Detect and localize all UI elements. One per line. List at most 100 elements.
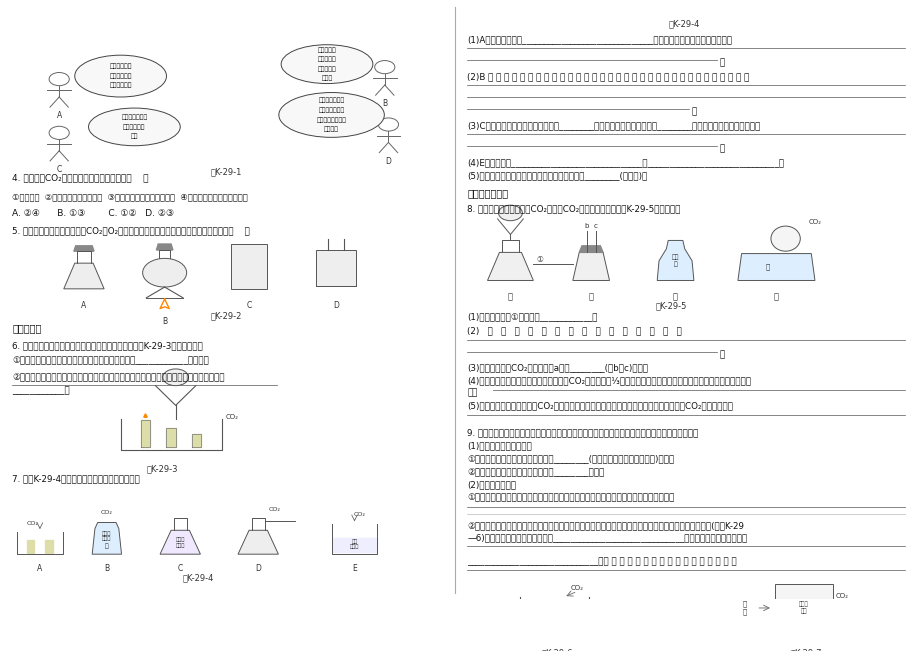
Text: 伸进汽水中，: 伸进汽水中， bbox=[109, 74, 131, 79]
Text: (5)以上实验，只能体现二氧化碳的物理性质的是________(填序号)。: (5)以上实验，只能体现二氧化碳的物理性质的是________(填序号)。 bbox=[467, 171, 647, 180]
Text: 矿泉水: 矿泉水 bbox=[102, 531, 111, 536]
Text: ②向漏斗中倒瓶二氧化碳，燃着的蜡烛自下而上熄灭，由此说明二氧化碳具有的物理性质是: ②向漏斗中倒瓶二氧化碳，燃着的蜡烛自下而上熄灭，由此说明二氧化碳具有的物理性质是 bbox=[12, 372, 225, 381]
Text: (3)用装置乙收集CO₂时，导管口a应与________(填b或c)相连。: (3)用装置乙收集CO₂时，导管口a应与________(填b或c)相连。 bbox=[467, 363, 648, 372]
Text: 。: 。 bbox=[719, 59, 724, 68]
Text: 清石灰水，观察是: 清石灰水，观察是 bbox=[316, 117, 346, 122]
Ellipse shape bbox=[88, 108, 180, 146]
FancyBboxPatch shape bbox=[774, 584, 833, 633]
Text: ②从微观上看，氧气和二氧化碳都由________构成。: ②从微观上看，氧气和二氧化碳都由________构成。 bbox=[467, 467, 604, 477]
Text: ①可以助燃  ②能使澄清石灰水变浑浊  ③可溶于水，但不能与水反应  ④可供绿色植物进行光合作用: ①可以助燃 ②能使澄清石灰水变浑浊 ③可溶于水，但不能与水反应 ④可供绿色植物进… bbox=[12, 193, 248, 202]
Polygon shape bbox=[192, 434, 201, 447]
Text: 图K-29-1: 图K-29-1 bbox=[210, 167, 242, 176]
Text: 甲: 甲 bbox=[507, 292, 513, 301]
Text: 8. 某同学在实验室里制取CO₂和验证CO₂的某些性质，根据图K-29-5回答问题。: 8. 某同学在实验室里制取CO₂和验证CO₂的某些性质，根据图K-29-5回答问… bbox=[467, 204, 680, 214]
Polygon shape bbox=[63, 263, 104, 289]
Text: 乙: 乙 bbox=[588, 292, 593, 301]
Text: CO₂: CO₂ bbox=[226, 414, 239, 420]
Text: ①从宏观上看，氧气和二氧化碳都由________(填元素、原子或分子，下同)组成。: ①从宏观上看，氧气和二氧化碳都由________(填元素、原子或分子，下同)组成… bbox=[467, 454, 674, 464]
Text: C: C bbox=[246, 301, 252, 310]
Polygon shape bbox=[332, 538, 376, 553]
Polygon shape bbox=[238, 531, 278, 554]
Text: 。: 。 bbox=[691, 108, 697, 117]
Text: 图K-29-7: 图K-29-7 bbox=[790, 648, 822, 651]
Text: 6. 小明同学在探究二氧化碳气体的性质时，进行了如图K-29-3所示的实验。: 6. 小明同学在探究二氧化碳气体的性质时，进行了如图K-29-3所示的实验。 bbox=[12, 341, 203, 350]
Ellipse shape bbox=[281, 45, 372, 83]
Ellipse shape bbox=[770, 226, 800, 251]
Text: E: E bbox=[352, 564, 357, 574]
Text: 包裹: 包裹 bbox=[800, 608, 806, 614]
Text: 水: 水 bbox=[765, 264, 768, 270]
Text: 紫色石
蕊试液: 紫色石 蕊试液 bbox=[176, 537, 185, 547]
Text: 图K-29-3: 图K-29-3 bbox=[146, 465, 177, 473]
Text: ①: ① bbox=[536, 255, 542, 264]
Text: (2)B 中 往 装 满 二 氧 化 碳 的 矿 泉 水 瓶 中 倒 入 少 量 水 振 荡 后 ， 矿 泉 水 瓶 变 瘪 的 原 因 是: (2)B 中 往 装 满 二 氧 化 碳 的 矿 泉 水 瓶 中 倒 入 少 量… bbox=[467, 72, 749, 81]
Text: CO₂: CO₂ bbox=[353, 512, 365, 516]
Polygon shape bbox=[568, 624, 577, 634]
Text: 摇晃汽水瓶将喷: 摇晃汽水瓶将喷 bbox=[318, 98, 345, 104]
Polygon shape bbox=[737, 254, 814, 281]
Text: ____________，: ____________， bbox=[12, 385, 70, 395]
Text: 闻有无刺激: 闻有无刺激 bbox=[317, 66, 336, 72]
Text: 用于在瓶口: 用于在瓶口 bbox=[317, 47, 336, 53]
Text: 观察瓶子是否: 观察瓶子是否 bbox=[123, 124, 145, 130]
Text: CO₂: CO₂ bbox=[268, 507, 280, 512]
Text: (4)用图丙所示的质地较软的塑料瓶收集满CO₂，再倒入约⅓体积的紫色石蕊试液，立即旋紧瓶盖，振荡，观察到的现: (4)用图丙所示的质地较软的塑料瓶收集满CO₂，再倒入约⅓体积的紫色石蕊试液，立… bbox=[467, 377, 751, 385]
Text: 轻轻煽动，: 轻轻煽动， bbox=[317, 57, 336, 62]
Text: C: C bbox=[177, 564, 183, 574]
Text: 塑料瓶: 塑料瓶 bbox=[102, 536, 111, 540]
Text: D: D bbox=[385, 157, 391, 166]
Text: (5)往图丁的烧杯内缓缓通入CO₂，用超薄材料做成的充空气的气球会慢慢浮起，由此得出CO₂具有的性质是: (5)往图丁的烧杯内缓缓通入CO₂，用超薄材料做成的充空气的气球会慢慢浮起，由此… bbox=[467, 402, 732, 411]
Text: ______________________________，要 使 棉 芯 下 半 段 恢 复 燃 烧 ， 操 作 方 法 是: ______________________________，要 使 棉 芯 下… bbox=[467, 557, 736, 566]
Text: (2)   装   置   甲   中   添   加   的   固   体   试   剂   的   名   称   是: (2) 装 置 甲 中 添 加 的 固 体 试 剂 的 名 称 是 bbox=[467, 327, 682, 335]
Ellipse shape bbox=[74, 55, 166, 97]
Circle shape bbox=[163, 369, 188, 385]
Text: B: B bbox=[162, 317, 167, 326]
Text: (1)A中看到的现象有______________________________，由此说明二氧化碳具有的性质是: (1)A中看到的现象有_____________________________… bbox=[467, 35, 732, 44]
Text: D: D bbox=[333, 301, 339, 310]
Text: 4. 下列关于CO₂性质的信息，组合正确的是（    ）: 4. 下列关于CO₂性质的信息，组合正确的是（ ） bbox=[12, 173, 149, 182]
Text: B: B bbox=[104, 564, 109, 574]
Text: (1)写出图中仪器①的名称：____________。: (1)写出图中仪器①的名称：____________。 bbox=[467, 312, 597, 321]
Text: 变瘪: 变瘪 bbox=[130, 133, 138, 139]
Text: A: A bbox=[56, 111, 62, 120]
Text: 。: 。 bbox=[719, 145, 724, 154]
Polygon shape bbox=[160, 531, 200, 554]
Text: 观察是否熄灭: 观察是否熄灭 bbox=[109, 83, 131, 89]
Text: CO₂: CO₂ bbox=[571, 585, 584, 591]
Text: B: B bbox=[381, 100, 387, 109]
Polygon shape bbox=[45, 540, 52, 553]
Circle shape bbox=[142, 258, 187, 287]
Circle shape bbox=[498, 205, 522, 221]
Text: 图K-29-4: 图K-29-4 bbox=[668, 20, 699, 28]
Polygon shape bbox=[27, 540, 34, 553]
Text: 图K-29-5: 图K-29-5 bbox=[654, 301, 686, 311]
Polygon shape bbox=[74, 246, 94, 251]
Polygon shape bbox=[550, 618, 559, 634]
Text: 出的气体通入澄: 出的气体通入澄 bbox=[318, 107, 345, 113]
Text: (2)认识物质的性质: (2)认识物质的性质 bbox=[467, 480, 516, 490]
Text: D: D bbox=[255, 564, 261, 574]
Text: A: A bbox=[81, 301, 86, 310]
Text: 图K-29-4: 图K-29-4 bbox=[183, 574, 214, 582]
Text: 。: 。 bbox=[719, 350, 724, 359]
FancyBboxPatch shape bbox=[231, 244, 267, 289]
Ellipse shape bbox=[278, 92, 384, 137]
Text: 棉
芯: 棉 芯 bbox=[742, 601, 745, 615]
Text: (4)E中的现象是______________________________，______________________________。: (4)E中的现象是______________________________，… bbox=[467, 158, 784, 167]
Text: 5. 甲、乙两同学在实验室制取CO₂和O₂时，无论选择什么药品，她们都能选用的装置是（    ）: 5. 甲、乙两同学在实验室制取CO₂和O₂时，无论选择什么药品，她们都能选用的装… bbox=[12, 227, 250, 236]
Text: 性气味: 性气味 bbox=[321, 76, 333, 81]
Text: 水: 水 bbox=[105, 544, 108, 549]
FancyBboxPatch shape bbox=[315, 250, 356, 286]
Text: CO₂: CO₂ bbox=[835, 593, 848, 599]
Text: 否变浑浊: 否变浑浊 bbox=[323, 126, 339, 132]
Text: 摇晃汽水瓶子，: 摇晃汽水瓶子， bbox=[121, 115, 147, 120]
Polygon shape bbox=[487, 253, 533, 281]
Text: 象是: 象是 bbox=[467, 389, 477, 398]
Polygon shape bbox=[166, 428, 176, 447]
Text: 9. 多角度认识物质，能帮助我们更全面地了解物质世界，以氧气和二氧化碳为例，回答下列问题。: 9. 多角度认识物质，能帮助我们更全面地了解物质世界，以氧气和二氧化碳为例，回答… bbox=[467, 428, 698, 437]
Polygon shape bbox=[531, 609, 540, 634]
Text: 图K-29-6: 图K-29-6 bbox=[541, 648, 573, 651]
Text: —6)，说明二氧化碳具有的性质有______________________________，由此可推知的灭火原理是: —6)，说明二氧化碳具有的性质有________________________… bbox=[467, 533, 747, 542]
Polygon shape bbox=[656, 240, 693, 281]
Polygon shape bbox=[92, 523, 121, 554]
